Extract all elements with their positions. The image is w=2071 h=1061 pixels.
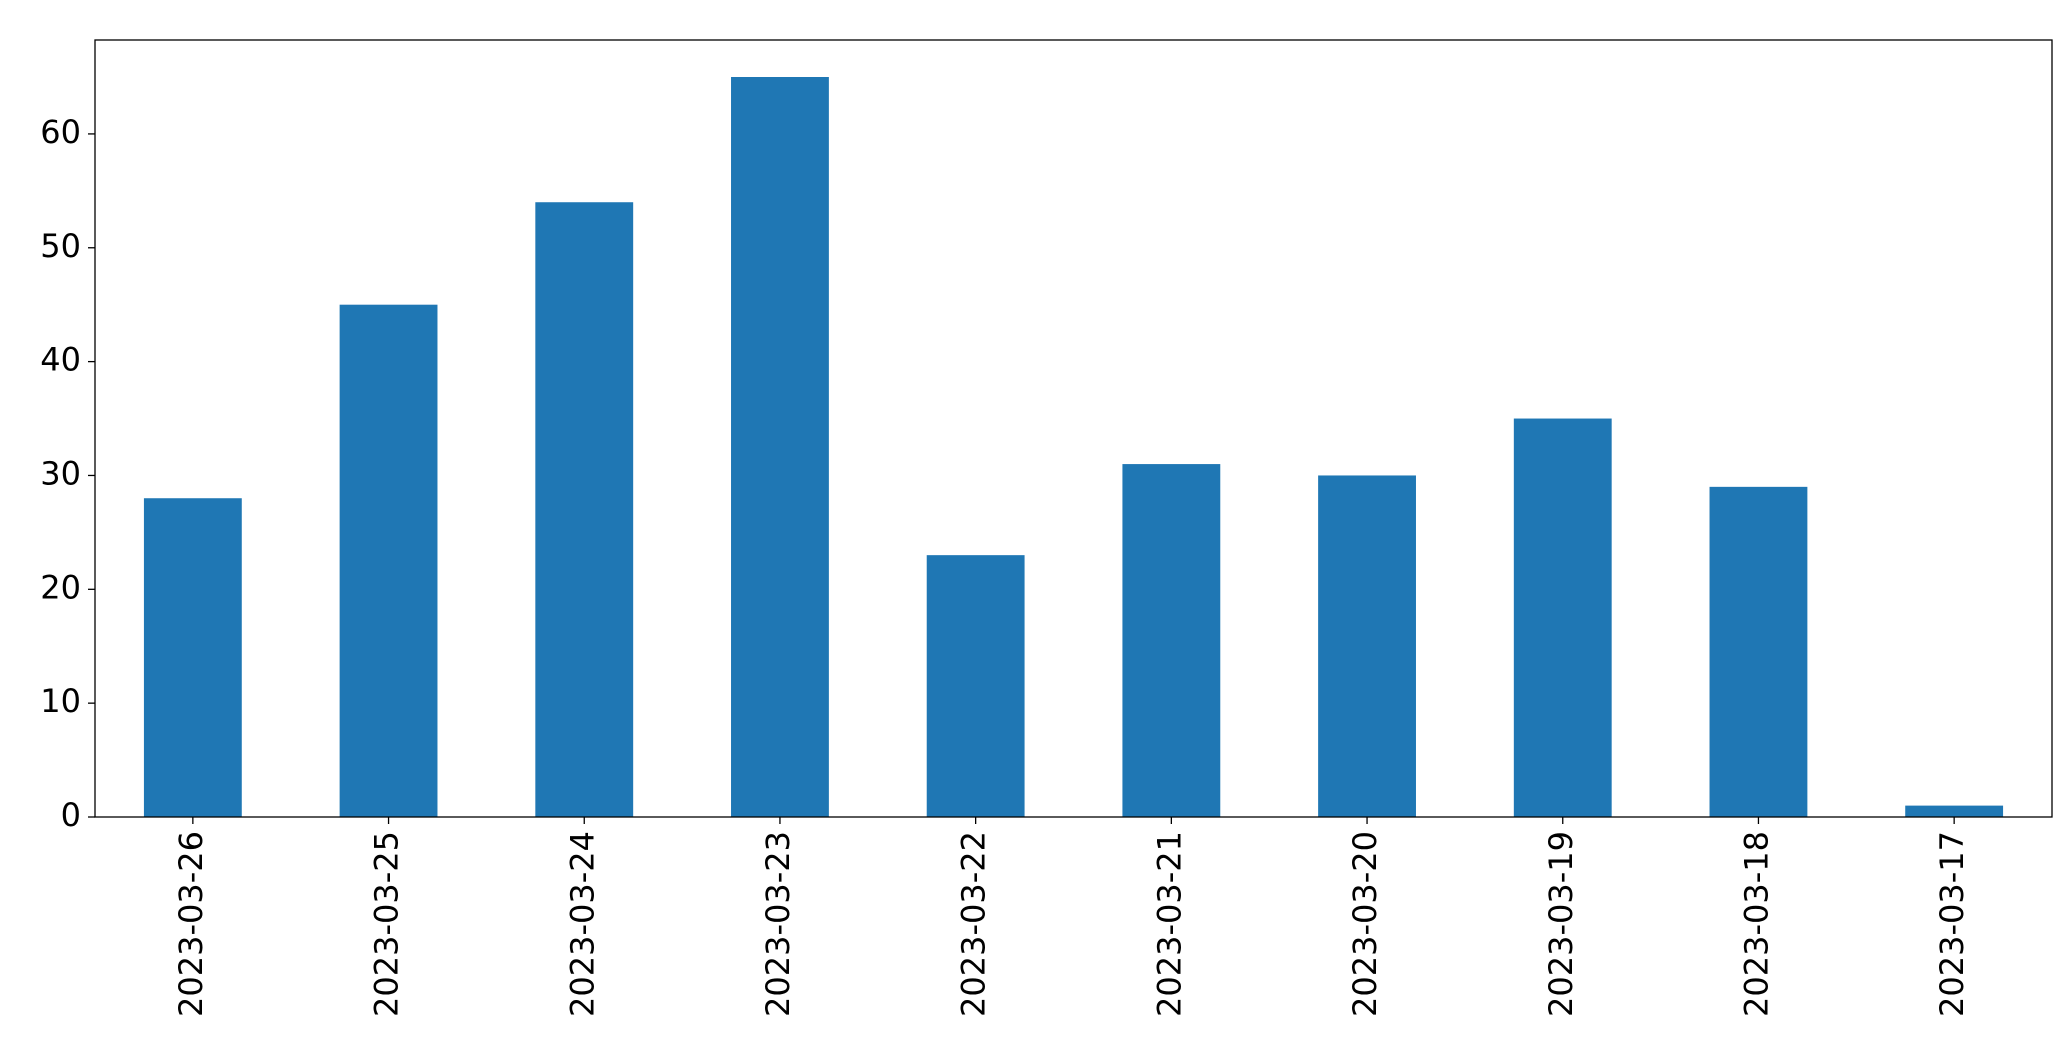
bar <box>926 555 1025 817</box>
bar <box>1513 418 1612 817</box>
y-tick-label: 30 <box>40 454 81 492</box>
x-tick-label: 2023-03-25 <box>368 831 406 1017</box>
y-tick-label: 40 <box>40 341 81 379</box>
x-tick-label: 2023-03-22 <box>955 831 993 1017</box>
bar <box>1709 486 1808 817</box>
bar <box>535 202 634 817</box>
y-tick-label: 0 <box>61 796 81 834</box>
plot-frame <box>94 39 2053 818</box>
x-tick-label: 2023-03-19 <box>1542 831 1580 1017</box>
bar <box>731 77 829 817</box>
y-tick-label: 10 <box>40 682 81 720</box>
bar <box>339 304 438 817</box>
y-tick-label: 20 <box>40 568 81 606</box>
y-tick-label: 50 <box>40 227 81 265</box>
bar <box>1905 805 2004 817</box>
y-tick-label: 60 <box>40 113 81 151</box>
bar <box>1122 464 1221 817</box>
x-tick-label: 2023-03-18 <box>1737 831 1775 1017</box>
bar <box>143 498 242 817</box>
x-tick-label: 2023-03-24 <box>563 831 601 1017</box>
x-tick-label: 2023-03-23 <box>759 831 797 1017</box>
x-tick-label: 2023-03-17 <box>1933 831 1971 1017</box>
bar <box>1318 475 1416 817</box>
x-tick-label: 2023-03-20 <box>1346 831 1384 1017</box>
x-tick-label: 2023-03-21 <box>1150 831 1188 1017</box>
x-tick-label: 2023-03-26 <box>172 831 210 1017</box>
